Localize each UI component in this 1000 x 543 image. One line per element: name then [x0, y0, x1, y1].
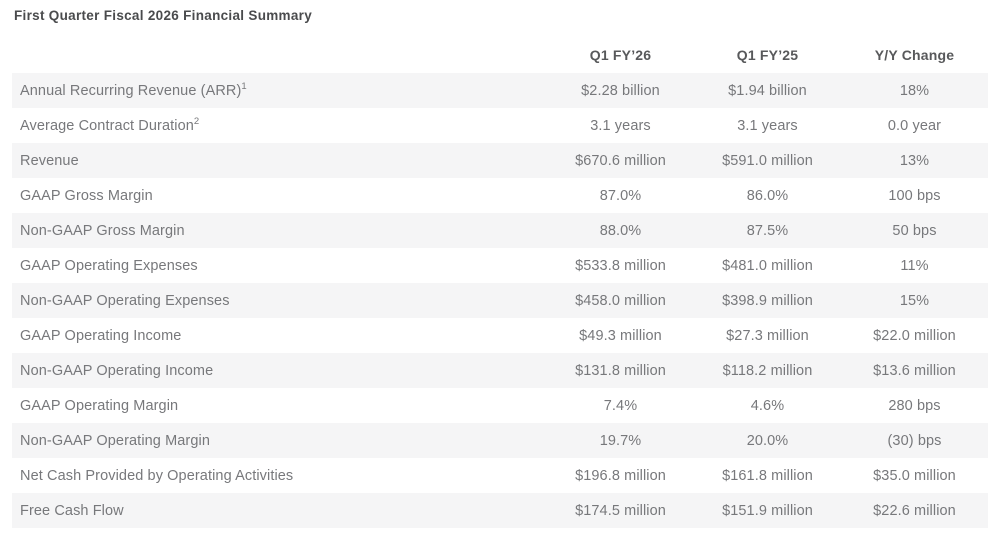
- value-yoy: $22.0 million: [873, 327, 956, 344]
- table-row-non-gaap-operating-income: Non-GAAP Operating Income $131.8 million…: [12, 353, 988, 388]
- table-row-revenue: Revenue $670.6 million $591.0 million 13…: [12, 143, 988, 178]
- value-yoy: 15%: [899, 292, 930, 309]
- value-q1fy26: 3.1 years: [590, 117, 651, 134]
- value-q1fy25: $481.0 million: [722, 257, 813, 274]
- value-q1fy26: $174.5 million: [575, 502, 666, 519]
- value-q1fy26: $670.6 million: [575, 152, 666, 169]
- value-q1fy26: $458.0 million: [575, 292, 666, 309]
- table-row-net-cash-operating: Net Cash Provided by Operating Activitie…: [12, 458, 988, 493]
- value-q1fy25: $1.94 billion: [728, 82, 807, 99]
- value-q1fy25: 87.5%: [746, 222, 789, 239]
- value-q1fy25: $151.9 million: [722, 502, 813, 519]
- value-q1fy26: $131.8 million: [575, 362, 666, 379]
- value-yoy: 18%: [899, 82, 930, 99]
- table-row-gaap-gross-margin: GAAP Gross Margin 87.0% 86.0% 100 bps: [12, 178, 988, 213]
- metric-label: Non-GAAP Operating Income: [20, 362, 214, 379]
- footnote-marker: 1: [241, 80, 247, 92]
- value-yoy: 280 bps: [888, 397, 941, 414]
- metric-label: GAAP Gross Margin: [20, 187, 153, 204]
- value-q1fy25: 3.1 years: [737, 117, 798, 134]
- column-header-yoy-change: Y/Y Change: [874, 47, 955, 63]
- table-row-non-gaap-opex: Non-GAAP Operating Expenses $458.0 milli…: [12, 283, 988, 318]
- metric-label: GAAP Operating Expenses: [20, 257, 198, 274]
- value-q1fy25: $27.3 million: [726, 327, 809, 344]
- value-q1fy26: 7.4%: [603, 397, 638, 414]
- metric-label: GAAP Operating Income: [20, 327, 182, 344]
- value-q1fy26: $49.3 million: [579, 327, 662, 344]
- value-q1fy26: $196.8 million: [575, 467, 666, 484]
- footnote-marker: 2: [193, 115, 200, 127]
- value-yoy: 100 bps: [888, 187, 941, 204]
- value-q1fy26: 87.0%: [599, 187, 642, 204]
- financial-summary-table: Q1 FY’26 Q1 FY’25 Y/Y Change Annual Recu…: [12, 24, 988, 528]
- value-yoy: $35.0 million: [873, 467, 956, 484]
- metric-label: Non-GAAP Operating Margin: [20, 432, 211, 449]
- value-q1fy26: $2.28 billion: [581, 82, 660, 99]
- table-row-contract-duration: Average Contract Duration2 3.1 years 3.1…: [12, 108, 988, 143]
- value-yoy: 13%: [899, 152, 930, 169]
- value-q1fy26: 19.7%: [599, 432, 642, 449]
- table-body: Annual Recurring Revenue (ARR)1 $2.28 bi…: [12, 73, 988, 528]
- value-q1fy25: 86.0%: [746, 187, 789, 204]
- column-header-q1fy25: Q1 FY’25: [736, 47, 799, 63]
- value-q1fy26: $533.8 million: [575, 257, 666, 274]
- value-yoy: 0.0 year: [887, 117, 942, 134]
- table-row-gaap-opex: GAAP Operating Expenses $533.8 million $…: [12, 248, 988, 283]
- value-yoy: 50 bps: [892, 222, 937, 239]
- value-yoy: 11%: [900, 257, 929, 274]
- metric-label: Non-GAAP Operating Expenses: [20, 292, 230, 309]
- table-row-non-gaap-operating-margin: Non-GAAP Operating Margin 19.7% 20.0% (3…: [12, 423, 988, 458]
- table-header-row: Q1 FY’26 Q1 FY’25 Y/Y Change: [12, 24, 988, 73]
- table-row-gaap-operating-margin: GAAP Operating Margin 7.4% 4.6% 280 bps: [12, 388, 988, 423]
- metric-label: Revenue: [20, 152, 79, 169]
- value-q1fy25: 20.0%: [746, 432, 789, 449]
- table-row-free-cash-flow: Free Cash Flow $174.5 million $151.9 mil…: [12, 493, 988, 528]
- table-row-non-gaap-gross-margin: Non-GAAP Gross Margin 88.0% 87.5% 50 bps: [12, 213, 988, 248]
- value-q1fy25: 4.6%: [750, 397, 785, 414]
- value-yoy: (30) bps: [887, 432, 942, 449]
- value-q1fy25: $398.9 million: [722, 292, 813, 309]
- metric-label: Annual Recurring Revenue (ARR)1: [20, 80, 247, 99]
- metric-label: Non-GAAP Gross Margin: [20, 222, 185, 239]
- value-q1fy26: 88.0%: [599, 222, 642, 239]
- table-row-arr: Annual Recurring Revenue (ARR)1 $2.28 bi…: [12, 73, 988, 108]
- value-q1fy25: $591.0 million: [722, 152, 813, 169]
- metric-label: Free Cash Flow: [20, 502, 124, 519]
- metric-label: Average Contract Duration2: [20, 115, 200, 134]
- value-q1fy25: $118.2 million: [722, 362, 813, 379]
- metric-label: Net Cash Provided by Operating Activitie…: [20, 467, 294, 484]
- value-yoy: $13.6 million: [873, 362, 956, 379]
- page-title: First Quarter Fiscal 2026 Financial Summ…: [14, 8, 313, 23]
- metric-label: GAAP Operating Margin: [20, 397, 179, 414]
- value-q1fy25: $161.8 million: [722, 467, 813, 484]
- table-row-gaap-operating-income: GAAP Operating Income $49.3 million $27.…: [12, 318, 988, 353]
- column-header-q1fy26: Q1 FY’26: [589, 47, 652, 63]
- value-yoy: $22.6 million: [873, 502, 956, 519]
